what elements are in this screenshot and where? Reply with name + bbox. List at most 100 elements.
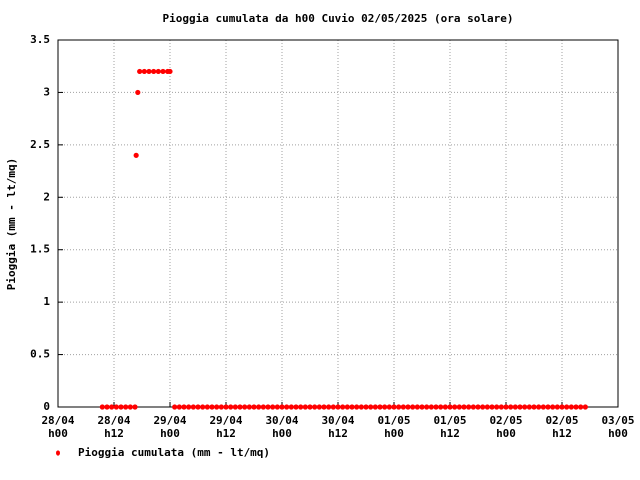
point bbox=[540, 404, 546, 410]
point bbox=[132, 404, 138, 410]
point bbox=[531, 404, 537, 410]
y-tick-label: 0.5 bbox=[30, 348, 50, 361]
point bbox=[573, 404, 579, 410]
y-tick-label: 0 bbox=[43, 400, 50, 413]
y-tick-label: 3 bbox=[43, 85, 50, 98]
point bbox=[298, 404, 304, 410]
x-tick-label: 03/05 h00 bbox=[601, 414, 635, 440]
point bbox=[368, 404, 374, 410]
point bbox=[293, 404, 299, 410]
point bbox=[274, 404, 280, 410]
point bbox=[288, 404, 294, 410]
point bbox=[578, 404, 584, 410]
point bbox=[123, 404, 129, 410]
point bbox=[316, 404, 322, 410]
point bbox=[424, 404, 430, 410]
point bbox=[151, 68, 157, 75]
point bbox=[508, 404, 514, 410]
y-tick-label: 1.5 bbox=[30, 243, 50, 256]
point bbox=[428, 404, 434, 410]
point bbox=[284, 404, 290, 410]
point bbox=[568, 404, 574, 410]
point bbox=[419, 404, 425, 410]
chart-title: Pioggia cumulata da h00 Cuvio 02/05/2025… bbox=[163, 12, 514, 25]
legend-label: Pioggia cumulata (mm - lt/mq) bbox=[78, 446, 270, 459]
point bbox=[312, 404, 318, 410]
point bbox=[218, 404, 224, 410]
point bbox=[447, 404, 453, 410]
point bbox=[438, 404, 444, 410]
y-axis-label: Pioggia (mm - lt/mq) bbox=[5, 158, 18, 290]
point bbox=[480, 404, 486, 410]
point bbox=[526, 404, 532, 410]
point bbox=[349, 404, 355, 410]
point bbox=[340, 404, 346, 410]
point bbox=[237, 404, 243, 410]
point bbox=[109, 404, 115, 410]
point bbox=[302, 404, 308, 410]
point bbox=[522, 404, 528, 410]
y-tick-label: 2 bbox=[43, 190, 50, 203]
point bbox=[214, 404, 220, 410]
point bbox=[251, 404, 257, 410]
point bbox=[104, 404, 110, 410]
point bbox=[135, 89, 141, 96]
point bbox=[494, 404, 500, 410]
point bbox=[160, 68, 166, 75]
point bbox=[372, 404, 378, 410]
point bbox=[167, 68, 173, 75]
y-tick-label: 3.5 bbox=[30, 33, 50, 46]
point bbox=[582, 404, 588, 410]
point bbox=[442, 404, 448, 410]
point bbox=[137, 68, 143, 75]
x-tick-label: 28/04 h00 bbox=[41, 414, 75, 440]
x-tick-label: 30/04 h00 bbox=[265, 414, 299, 440]
legend-marker bbox=[56, 450, 60, 456]
point bbox=[232, 404, 238, 410]
x-tick-label: 28/04 h12 bbox=[97, 414, 131, 440]
point bbox=[452, 404, 458, 410]
point bbox=[475, 404, 481, 410]
point bbox=[228, 404, 234, 410]
point bbox=[223, 404, 229, 410]
point bbox=[190, 404, 196, 410]
point bbox=[550, 404, 556, 410]
point bbox=[246, 404, 252, 410]
x-tick-label: 01/05 h12 bbox=[433, 414, 467, 440]
point bbox=[335, 404, 341, 410]
point bbox=[358, 404, 364, 410]
point bbox=[536, 404, 542, 410]
point bbox=[270, 404, 276, 410]
point bbox=[155, 68, 161, 75]
point bbox=[517, 404, 523, 410]
point bbox=[564, 404, 570, 410]
x-tick-label: 29/04 h00 bbox=[153, 414, 187, 440]
point bbox=[489, 404, 495, 410]
point bbox=[559, 404, 565, 410]
point bbox=[461, 404, 467, 410]
point bbox=[344, 404, 350, 410]
point bbox=[321, 404, 327, 410]
point bbox=[396, 404, 402, 410]
point bbox=[127, 404, 133, 410]
point bbox=[195, 404, 201, 410]
point bbox=[391, 404, 397, 410]
point bbox=[410, 404, 416, 410]
point bbox=[146, 68, 152, 75]
point bbox=[484, 404, 490, 410]
point bbox=[377, 404, 383, 410]
point bbox=[363, 404, 369, 410]
point bbox=[176, 404, 182, 410]
y-tick-label: 1 bbox=[43, 295, 50, 308]
point bbox=[470, 404, 476, 410]
point bbox=[181, 404, 187, 410]
x-tick-label: 30/04 h12 bbox=[321, 414, 355, 440]
point bbox=[545, 404, 551, 410]
point bbox=[141, 68, 147, 75]
point bbox=[265, 404, 271, 410]
point bbox=[414, 404, 420, 410]
point bbox=[386, 404, 392, 410]
point bbox=[133, 152, 139, 158]
